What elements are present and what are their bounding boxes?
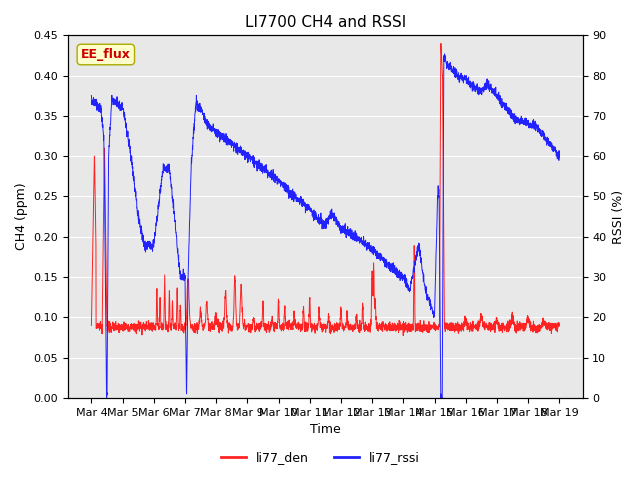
Y-axis label: CH4 (ppm): CH4 (ppm) [15,183,28,251]
Legend: li77_den, li77_rssi: li77_den, li77_rssi [216,446,424,469]
Text: EE_flux: EE_flux [81,48,131,61]
X-axis label: Time: Time [310,423,340,436]
Y-axis label: RSSI (%): RSSI (%) [612,190,625,244]
Title: LI7700 CH4 and RSSI: LI7700 CH4 and RSSI [244,15,406,30]
